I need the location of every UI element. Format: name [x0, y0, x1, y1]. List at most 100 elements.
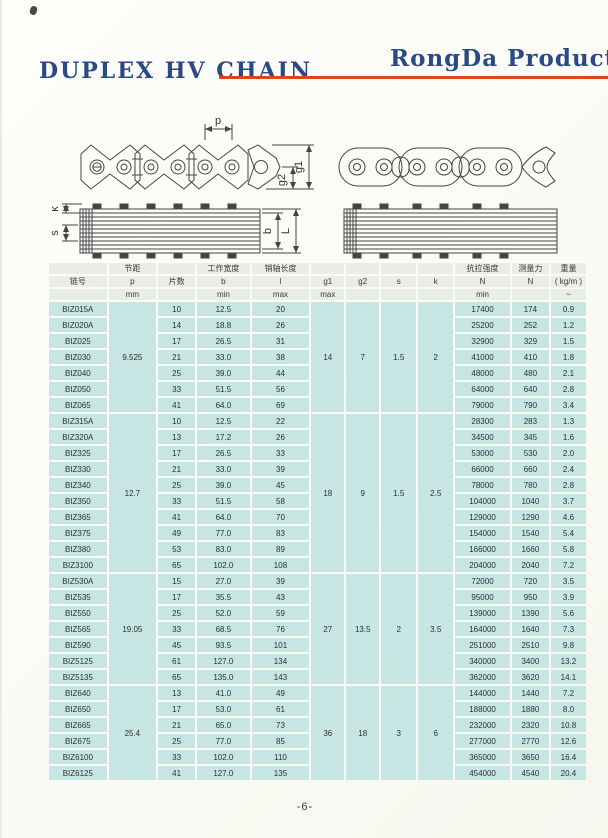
header-cell: 链号 [49, 276, 107, 287]
cell-force: 2770 [511, 734, 549, 748]
cell-strength: 66000 [455, 462, 510, 476]
cell-weight: 2.8 [550, 478, 586, 492]
table-row: BIZ340 25 39.0 45 78000 780 2.8 [49, 478, 586, 492]
table-row: BIZ015A 9.525 10 12.5 20 14 7 1.5 2 17400 174 0.9 [49, 302, 586, 412]
cell-model: BIZ025 [49, 334, 107, 348]
cell-model: BIZ015A [49, 302, 107, 316]
cell-strength: 32900 [455, 334, 510, 348]
cell-strength: 362000 [455, 670, 510, 684]
cell-weight: 2.1 [550, 366, 586, 380]
table-row: BIZ315A 12.7 10 12.5 22 18 9 1.5 2.5 28300 283 1.3 [49, 414, 586, 572]
cell-width: 93.5 [197, 638, 250, 652]
header-cell [381, 289, 417, 300]
cell-width: 33.0 [197, 350, 250, 364]
cell-width: 41.0 [197, 686, 250, 700]
cell-width: 64.0 [197, 398, 250, 412]
table-row: BIZ040 25 39.0 44 48000 480 2.1 [49, 366, 586, 380]
header-cell: max [251, 289, 310, 300]
table-row: BIZ380 53 83.0 89 166000 1660 5.8 [49, 542, 586, 556]
cell-plates: 41 [158, 398, 196, 412]
header-row: 链号 p 片数 b l g1 g2 s k N N( kg/m ) [49, 276, 586, 287]
cell-plates: 65 [158, 670, 196, 684]
spec-table-body: BIZ015A 9.525 10 12.5 20 14 7 1.5 2 17400 174 0.9 BI… [49, 302, 586, 780]
cell-pin-length: 44 [251, 366, 310, 380]
cell-force: 2040 [511, 558, 549, 572]
cell-plates: 10 [158, 414, 196, 428]
table-row: BIZ5135 65 135.0 143 362000 3620 14.1 [49, 670, 586, 684]
cell-model: BIZ330 [49, 462, 107, 476]
cell-model: BIZ320A [49, 430, 107, 444]
cell-force: 1290 [511, 510, 549, 524]
table-row: BIZ650 17 53.0 61 188000 1880 8.0 [49, 702, 586, 716]
cell-model: BIZ050 [49, 382, 107, 396]
cell-plates: 10 [158, 302, 196, 316]
cell-pitch: 19.05 [108, 574, 157, 684]
cell-model: BIZ315A [49, 414, 107, 428]
cell-width: 39.0 [197, 366, 250, 380]
cell-s: 1.5 [381, 302, 417, 412]
cell-g1: 14 [311, 302, 345, 412]
table-row: BIZ6125 41 127.0 135 454000 4540 20.4 [49, 766, 586, 780]
cell-plates: 17 [158, 446, 196, 460]
cell-strength: 232000 [455, 718, 510, 732]
cell-force: 720 [511, 574, 549, 588]
cell-pin-length: 134 [251, 654, 310, 668]
cell-pin-length: 49 [251, 686, 310, 700]
cell-plates: 25 [158, 606, 196, 620]
cell-pin-length: 56 [251, 382, 310, 396]
header-cell: g1 [311, 276, 345, 287]
cell-width: 26.5 [197, 446, 250, 460]
cell-width: 64.0 [197, 510, 250, 524]
cell-model: BIZ650 [49, 702, 107, 716]
cell-strength: 164000 [455, 622, 510, 636]
table-row: BIZ535 17 35.5 43 95000 950 3.9 [49, 590, 586, 604]
cell-width: 27.0 [197, 574, 250, 588]
cell-pin-length: 31 [251, 334, 310, 348]
table-row: BIZ5125 61 127.0 134 340000 3400 13.2 [49, 654, 586, 668]
table-row: BIZ565 33 68.5 76 164000 1640 7.3 [49, 622, 586, 636]
cell-g1: 27 [311, 574, 345, 684]
cell-weight: 5.8 [550, 542, 586, 556]
cell-plates: 17 [158, 334, 196, 348]
cell-force: 480 [511, 366, 549, 380]
header-cell [511, 289, 549, 300]
cell-plates: 13 [158, 430, 196, 444]
cell-force: 660 [511, 462, 549, 476]
cell-pin-length: 143 [251, 670, 310, 684]
cell-force: 1880 [511, 702, 549, 716]
cell-force: 3650 [511, 750, 549, 764]
header-cell [346, 263, 380, 274]
table-row: BIZ350 33 51.5 58 104000 1040 3.7 [49, 494, 586, 508]
cell-pin-length: 70 [251, 510, 310, 524]
cell-strength: 139000 [455, 606, 510, 620]
header-cell: mm [108, 289, 157, 300]
cell-width: 35.5 [197, 590, 250, 604]
header-cell [49, 263, 107, 274]
cell-k: 3.5 [418, 574, 454, 684]
cell-force: 252 [511, 318, 549, 332]
cell-k: 2.5 [418, 414, 454, 572]
cell-pin-length: 26 [251, 318, 310, 332]
header-cell [346, 289, 380, 300]
cell-weight: 1.5 [550, 334, 586, 348]
cell-width: 127.0 [197, 766, 250, 780]
cell-pin-length: 20 [251, 302, 310, 316]
cell-plates: 41 [158, 766, 196, 780]
header-cell: 片数 [158, 276, 196, 287]
cell-weight: 1.2 [550, 318, 586, 332]
table-row: BIZ365 41 64.0 70 129000 1290 4.6 [49, 510, 586, 524]
cell-strength: 72000 [455, 574, 510, 588]
cell-g2: 18 [346, 686, 380, 780]
spec-table: 节距 工作宽度 销轴长度 抗拉强度 测量力 重量 链号 p 片数 b l g1 g2 s k N N( kg/m… [47, 261, 588, 782]
cell-force: 283 [511, 414, 549, 428]
cell-weight: 5.4 [550, 526, 586, 540]
table-row: BIZ330 21 33.0 39 66000 660 2.4 [49, 462, 586, 476]
cell-strength: 166000 [455, 542, 510, 556]
cell-weight: 20.4 [550, 766, 586, 780]
cell-pin-length: 26 [251, 430, 310, 444]
cell-force: 174 [511, 302, 549, 316]
cell-model: BIZ030 [49, 350, 107, 364]
cell-weight: 2.8 [550, 382, 586, 396]
cell-strength: 48000 [455, 366, 510, 380]
cell-weight: 8.0 [550, 702, 586, 716]
